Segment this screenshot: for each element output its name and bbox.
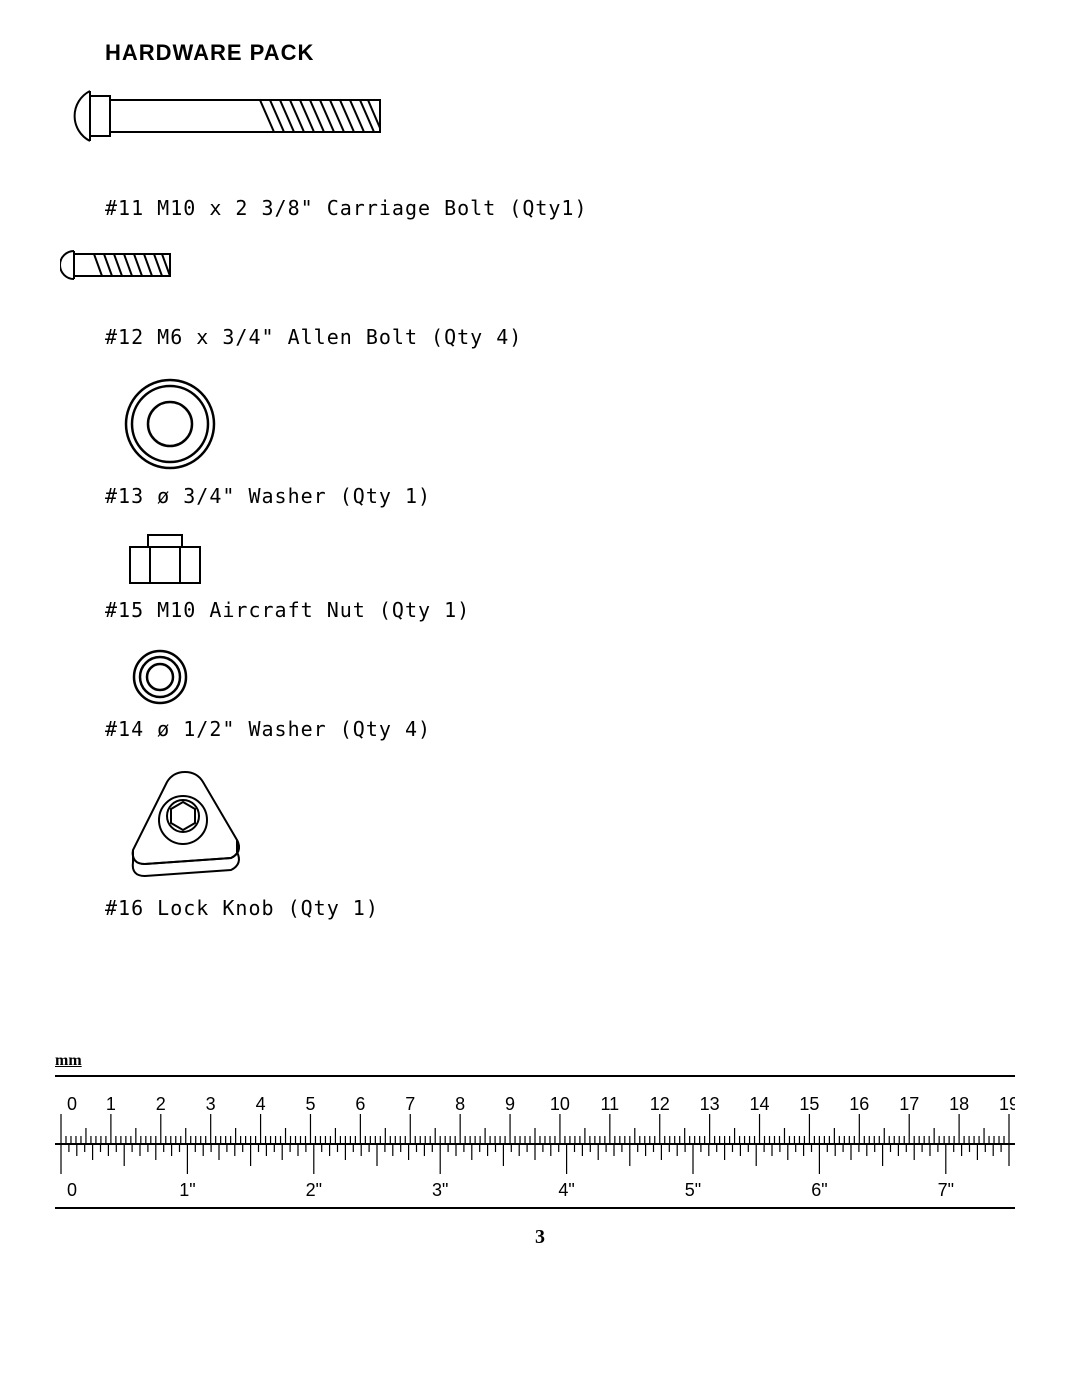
svg-text:17: 17 [899,1094,919,1114]
svg-text:7": 7" [938,1180,954,1200]
ruler-mm-label: mm [55,1052,1025,1070]
svg-text:1: 1 [106,1094,116,1114]
item-label: #11 M10 x 2 3/8" Carriage Bolt (Qty1) [105,196,1020,220]
page-number: 3 [0,1226,1080,1249]
item-14: #14 ø 1/2" Washer (Qty 4) [130,647,1020,741]
washer-large-icon [120,374,220,474]
item-label: #16 Lock Knob (Qty 1) [105,896,1020,920]
svg-text:2: 2 [156,1094,166,1114]
svg-text:14: 14 [750,1094,770,1114]
aircraft-nut-icon [120,533,210,588]
svg-text:6: 6 [355,1094,365,1114]
svg-text:0: 0 [67,1180,77,1200]
ruler: mm 01234567891011121314151617181901"2"3"… [55,1052,1025,1217]
item-label: #13 ø 3/4" Washer (Qty 1) [105,484,1020,508]
svg-text:5": 5" [685,1180,701,1200]
washer-small-icon [130,647,190,707]
carriage-bolt-large-icon [60,76,400,156]
svg-text:11: 11 [600,1094,619,1114]
lock-knob-icon [115,766,255,886]
svg-text:15: 15 [799,1094,819,1114]
section-title: HARDWARE PACK [105,40,1020,66]
svg-text:10: 10 [550,1094,570,1114]
item-label: #14 ø 1/2" Washer (Qty 4) [105,717,1020,741]
item-13: #13 ø 3/4" Washer (Qty 1) [120,374,1020,508]
svg-text:8: 8 [455,1094,465,1114]
svg-text:9: 9 [505,1094,515,1114]
svg-text:0: 0 [67,1094,77,1114]
allen-bolt-icon [60,245,180,285]
svg-text:6": 6" [811,1180,827,1200]
svg-text:2": 2" [306,1180,322,1200]
svg-text:18: 18 [949,1094,969,1114]
svg-text:5: 5 [305,1094,315,1114]
svg-text:3: 3 [206,1094,216,1114]
item-15: #15 M10 Aircraft Nut (Qty 1) [120,533,1020,622]
svg-text:4: 4 [256,1094,266,1114]
item-label: #15 M10 Aircraft Nut (Qty 1) [105,598,1020,622]
ruler-icon: 01234567891011121314151617181901"2"3"4"5… [55,1072,1015,1212]
svg-text:12: 12 [650,1094,670,1114]
svg-text:13: 13 [700,1094,720,1114]
svg-text:4": 4" [558,1180,574,1200]
page: HARDWARE PACK [0,0,1080,1397]
item-16: #16 Lock Knob (Qty 1) [115,766,1020,920]
svg-text:3": 3" [432,1180,448,1200]
svg-text:7: 7 [405,1094,415,1114]
item-11: #11 M10 x 2 3/8" Carriage Bolt (Qty1) [60,76,1020,220]
svg-text:16: 16 [849,1094,869,1114]
item-12: #12 M6 x 3/4" Allen Bolt (Qty 4) [60,245,1020,349]
svg-text:19: 19 [999,1094,1015,1114]
svg-text:1": 1" [179,1180,195,1200]
item-label: #12 M6 x 3/4" Allen Bolt (Qty 4) [105,325,1020,349]
